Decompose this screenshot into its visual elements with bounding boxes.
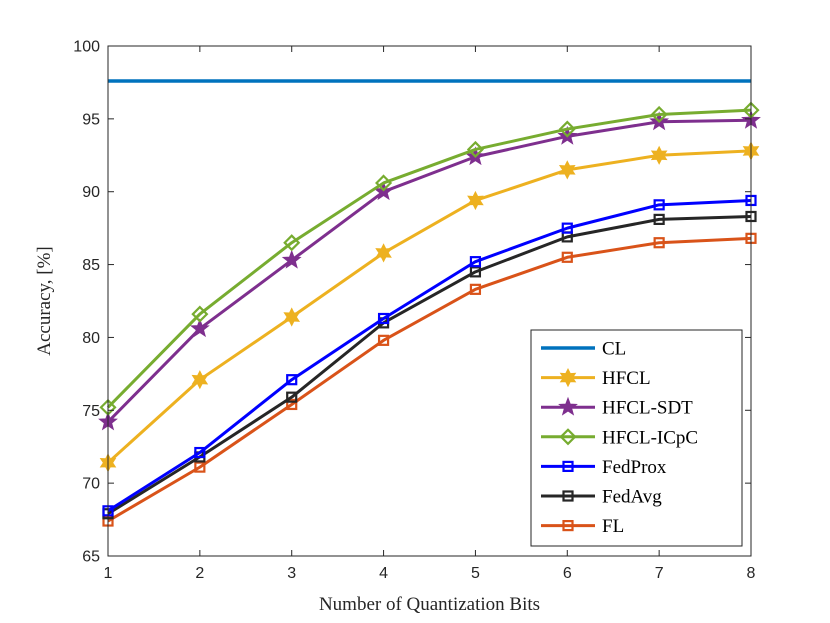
data-point-fedprox xyxy=(194,446,206,459)
series-line-fedavg xyxy=(107,214,752,516)
series-line-fedprox xyxy=(107,198,752,513)
legend-label: HFCL-SDT xyxy=(602,398,693,419)
x-tick-label: 5 xyxy=(471,565,480,582)
series-line-fl xyxy=(107,236,752,523)
y-tick-label: 80 xyxy=(82,330,100,347)
series-fl xyxy=(102,232,757,527)
data-point-fl xyxy=(194,461,206,473)
y-tick-label: 65 xyxy=(82,549,100,566)
legend: CL HFCL HFCL-SDT HFCL-ICpC FedProx FedAvg FL xyxy=(530,329,743,547)
legend-item-hfcl-icpc: HFCL-ICpC xyxy=(541,427,698,448)
legend-item-fl: FL xyxy=(541,516,624,537)
legend-marker xyxy=(559,428,577,446)
data-point-fl xyxy=(469,283,482,295)
data-point-fedprox xyxy=(653,199,665,211)
y-tick-label: 100 xyxy=(73,39,100,56)
data-point-fedprox xyxy=(469,256,482,268)
data-point-fl xyxy=(653,237,665,249)
legend-marker xyxy=(559,367,577,388)
axes-box xyxy=(107,45,752,557)
legend-marker xyxy=(558,396,578,416)
legend-item-cl: CL xyxy=(541,339,626,360)
legend-marker xyxy=(562,460,574,472)
data-point-hfcl-icpc xyxy=(650,105,668,124)
data-point-hfcl xyxy=(283,307,301,327)
data-point-fl xyxy=(377,334,390,346)
data-point-fl xyxy=(286,398,298,411)
data-point-hfcl-sdt xyxy=(281,249,302,269)
x-tick-label: 8 xyxy=(747,565,756,582)
y-axis-label: Accuracy, [%] xyxy=(34,246,55,356)
data-point-hfcl-icpc xyxy=(375,174,393,192)
legend-label: HFCL-ICpC xyxy=(602,427,698,448)
data-point-hfcl xyxy=(375,243,392,263)
legend-item-fedprox: FedProx xyxy=(541,457,667,478)
legend-label: FedProx xyxy=(602,457,667,478)
legend-marker xyxy=(562,519,574,532)
data-point-hfcl-sdt xyxy=(189,318,210,338)
data-point-fedprox xyxy=(286,374,298,386)
data-point-hfcl xyxy=(467,190,484,211)
legend-item-fedavg: FedAvg xyxy=(541,487,662,508)
data-point-fl xyxy=(561,251,573,263)
x-tick-label: 2 xyxy=(195,565,204,582)
data-point-hfcl-icpc xyxy=(283,234,301,252)
y-tick-label: 85 xyxy=(82,257,100,274)
y-tick-label: 90 xyxy=(82,184,100,201)
series-line-hfcl-icpc xyxy=(106,108,752,409)
data-point-fedavg xyxy=(469,266,482,278)
data-point-fedprox xyxy=(377,312,390,325)
legend-label: CL xyxy=(602,339,626,360)
data-point-fedprox xyxy=(561,222,573,234)
data-point-hfcl-icpc xyxy=(558,120,576,138)
legend-item-hfcl: HFCL xyxy=(541,367,651,389)
data-point-hfcl xyxy=(650,145,668,165)
x-tick-label: 4 xyxy=(379,565,388,582)
x-tick-label: 7 xyxy=(655,565,664,582)
x-tick-label: 6 xyxy=(563,565,572,582)
legend-label: HFCL xyxy=(602,368,651,389)
data-point-fedavg xyxy=(653,213,665,225)
y-tick-label: 70 xyxy=(82,476,100,493)
legend-item-hfcl-sdt: HFCL-SDT xyxy=(541,396,693,419)
y-tick-label: 75 xyxy=(82,403,100,420)
data-point-fedavg xyxy=(286,391,298,403)
y-tick-label: 95 xyxy=(82,111,100,128)
legend-marker xyxy=(562,490,574,502)
data-point-hfcl xyxy=(191,370,209,390)
data-point-hfcl xyxy=(558,160,576,180)
legend-label: FL xyxy=(602,516,624,537)
x-tick-label: 1 xyxy=(104,565,113,582)
series-line-hfcl xyxy=(106,149,752,464)
series-line-hfcl-sdt xyxy=(106,118,752,423)
legend-label: FedAvg xyxy=(602,487,662,508)
x-tick-label: 3 xyxy=(287,565,296,582)
data-point-hfcl-icpc xyxy=(191,305,209,323)
x-axis-label: Number of Quantization Bits xyxy=(319,594,540,615)
data-point-hfcl-icpc xyxy=(466,140,484,159)
